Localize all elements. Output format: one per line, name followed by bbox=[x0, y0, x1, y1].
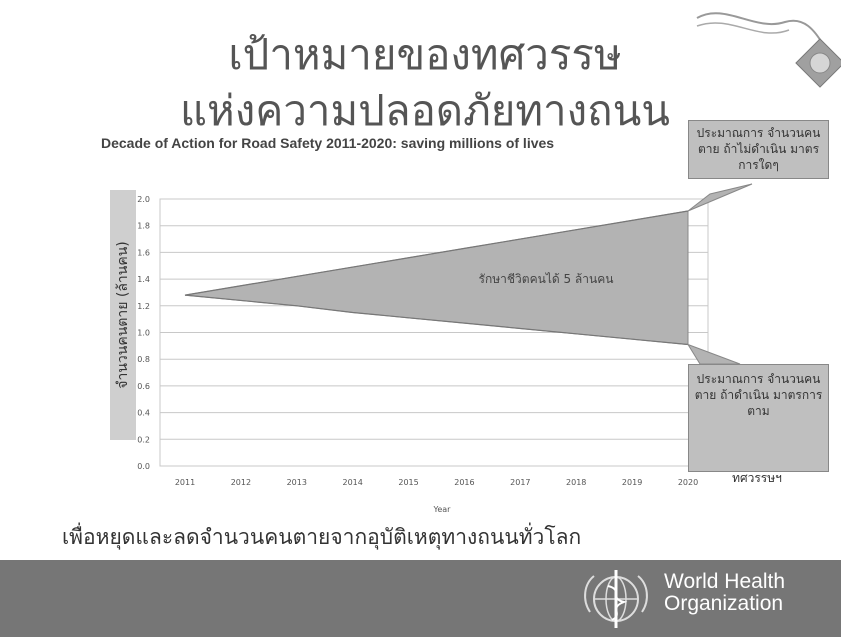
x-tick-label: 2018 bbox=[566, 478, 586, 487]
chart-title: Decade of Action for Road Safety 2011-20… bbox=[101, 135, 555, 151]
x-tick-label: 2015 bbox=[398, 478, 418, 487]
y-tick-label: 1.8 bbox=[137, 222, 150, 231]
y-tick-label: 0.2 bbox=[137, 435, 150, 444]
chart: 0.0 0.2 0.4 0.6 0.8 1.0 1.2 1.4 1.6 1.8 2.0 2011 201… bbox=[137, 183, 753, 514]
y-tick-label: 1.2 bbox=[137, 302, 150, 311]
x-tick-label: 2020 bbox=[678, 478, 698, 487]
y-axis-label-box bbox=[110, 190, 136, 440]
footer-caption: เพื่อหยุดและลดจำนวนคนตายจากอุบัติเหตุทาง… bbox=[62, 525, 582, 549]
callout-no-action: ประมาณการ จำนวนคนตาย ถ้าไม่ดำเนิน มาตรกา… bbox=[688, 120, 829, 179]
x-tick-label: 2019 bbox=[622, 478, 642, 487]
callout-with-action-extra: ทศวรรษฯ bbox=[732, 471, 782, 485]
page-title-line-2: แห่งความปลอดภัยทางถนน bbox=[179, 86, 671, 135]
y-tick-label: 0.8 bbox=[137, 355, 150, 364]
footer-band bbox=[0, 560, 841, 637]
who-logo-line-1: World Health bbox=[664, 570, 785, 593]
x-axis-label: Year bbox=[433, 505, 452, 514]
callout-with-action: ประมาณการ จำนวนคนตาย ถ้าดำเนิน มาตรการตา… bbox=[688, 364, 829, 472]
series-with-action-line bbox=[184, 294, 689, 346]
y-tick-label: 0.4 bbox=[137, 409, 150, 418]
x-tick-label: 2011 bbox=[175, 478, 195, 487]
area-label: รักษาชีวิตคนได้ 5 ล้านคน bbox=[479, 272, 614, 286]
who-logo-icon bbox=[584, 570, 648, 628]
y-tick-label: 1.0 bbox=[137, 329, 150, 338]
y-tick-label: 0.6 bbox=[137, 382, 150, 391]
page-title-line-1: เป้าหมายของทศวรรษ bbox=[228, 30, 622, 79]
y-tick-label: 1.4 bbox=[137, 275, 150, 284]
callout-top-pointer bbox=[687, 183, 753, 212]
y-tick-label: 0.0 bbox=[137, 462, 150, 471]
who-logo-line-2: Organization bbox=[664, 592, 784, 616]
who-logo-text: World Health Organization bbox=[664, 570, 785, 616]
x-tick-label: 2014 bbox=[342, 478, 362, 487]
y-tick-label: 2.0 bbox=[137, 195, 150, 204]
x-tick-label: 2012 bbox=[231, 478, 251, 487]
x-tick-label: 2017 bbox=[510, 478, 530, 487]
tick-labels: 0.0 0.2 0.4 0.6 0.8 1.0 1.2 1.4 1.6 1.8 2.0 2011 201… bbox=[137, 195, 698, 514]
y-tick-label: 1.6 bbox=[137, 248, 150, 257]
series-no-action-line bbox=[184, 210, 689, 296]
x-tick-label: 2016 bbox=[454, 478, 474, 487]
decorative-tag-icon bbox=[696, 12, 841, 88]
saved-lives-area bbox=[184, 183, 753, 365]
x-tick-label: 2013 bbox=[287, 478, 307, 487]
